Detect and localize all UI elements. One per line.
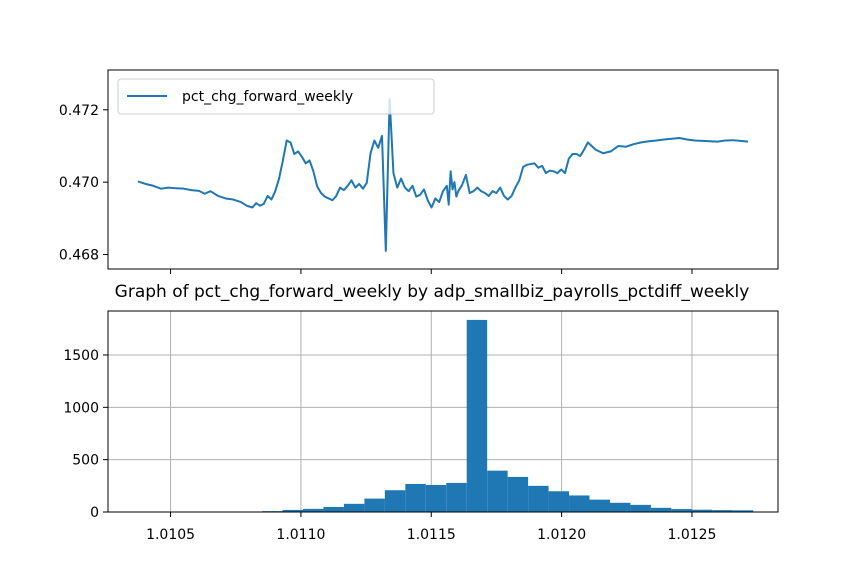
line-y-tick-label: 0.468 [59,248,99,264]
histogram-bar [405,483,426,512]
histogram-bar [569,495,590,512]
histogram-bar [364,498,385,512]
histogram-x-tick-label: 1.0105 [146,527,195,543]
histogram-bar [609,502,631,512]
histogram-bar [548,491,570,512]
histogram-plot-area [108,311,778,512]
histogram-bar [487,470,508,512]
histogram-bar [384,490,406,512]
histogram-bar [671,509,692,512]
line-y-tick-label: 0.472 [59,103,99,119]
histogram-y-ticks: 0 500 1000 1500 [63,348,108,521]
legend: pct_chg_forward_weekly [117,78,435,115]
histogram-bar [691,509,713,512]
histogram-x-tick-label: 1.0115 [407,527,456,543]
histogram-bar [650,507,672,512]
histogram-bar [323,506,344,512]
line-y-tick-label: 0.470 [59,175,99,191]
histogram-title: Graph of pct_chg_forward_weekly by adp_s… [115,282,750,302]
histogram-bar [507,476,529,512]
line-y-ticks: 0.468 0.470 0.472 [59,103,108,264]
histogram-x-ticks: 1.0105 1.0110 1.0115 1.0120 1.0125 [146,512,716,543]
histogram-x-tick-label: 1.0125 [667,527,716,543]
histogram-bar [282,509,303,512]
legend-label: pct_chg_forward_weekly [182,89,353,105]
histogram-bar [466,319,488,512]
histogram-bar [712,510,733,512]
histogram-y-tick-label: 500 [72,453,99,469]
legend-box [117,78,435,115]
line-plot-frame [107,69,779,270]
line-chart-marks [137,97,749,252]
series-line-pct-chg-forward-weekly [137,97,749,252]
histogram-bar [630,504,651,512]
histogram-y-tick-label: 1500 [63,348,99,364]
line-x-ticks [170,269,693,274]
histogram-y-tick-label: 1000 [63,400,99,416]
histogram-y-tick-label: 0 [90,505,99,521]
histogram-bar [303,508,324,512]
histogram-bar [589,499,610,512]
histogram-bar [732,510,754,512]
histogram-x-tick-label: 1.0110 [276,527,325,543]
histogram-bar [425,484,447,512]
histogram-x-tick-label: 1.0120 [537,527,586,543]
histogram-bar [343,503,365,512]
histogram-plot-frame [107,310,779,513]
histogram-bar [446,482,467,512]
histogram-panel: Graph of pct_chg_forward_weekly by adp_s… [63,282,779,543]
line-chart-panel: 0.468 0.470 0.472 pct_chg_forward_weekly [59,69,779,274]
histogram-bar [528,485,549,512]
histogram-bars [241,319,754,512]
